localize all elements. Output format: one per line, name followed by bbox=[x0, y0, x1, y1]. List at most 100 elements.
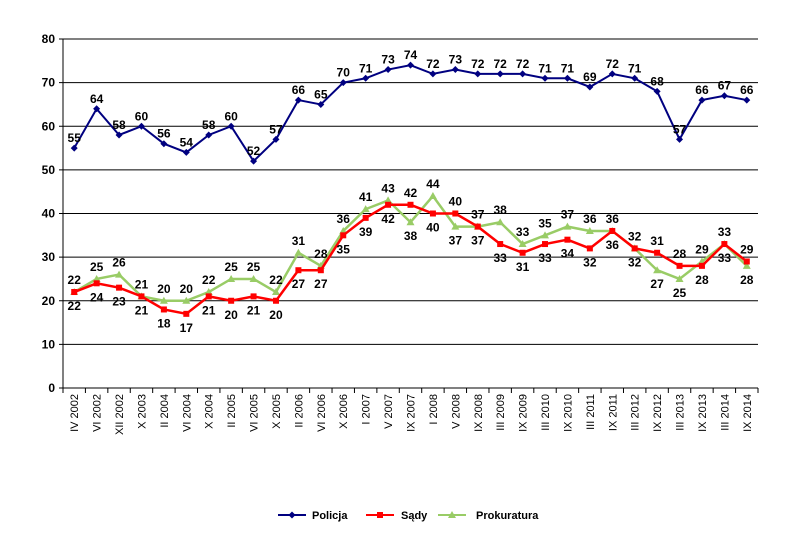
data-label-prokuratura: 27 bbox=[650, 277, 664, 291]
data-label-sady: 18 bbox=[157, 316, 171, 330]
data-label-sady: 28 bbox=[695, 273, 709, 287]
data-point bbox=[542, 241, 549, 248]
data-point bbox=[159, 296, 168, 304]
data-point bbox=[675, 274, 684, 282]
data-label-sady: 35 bbox=[337, 242, 351, 256]
data-label-policja: 74 bbox=[404, 48, 418, 62]
x-tick-label: II 2004 bbox=[159, 394, 171, 428]
x-tick-label: X 2003 bbox=[136, 394, 148, 429]
data-label-policja: 73 bbox=[449, 53, 463, 67]
x-tick-label: IX 2008 bbox=[473, 394, 485, 432]
data-label-prokuratura: 43 bbox=[381, 181, 395, 195]
data-label-sady: 24 bbox=[90, 290, 104, 304]
x-tick-label: X 2004 bbox=[204, 394, 216, 429]
data-point bbox=[93, 105, 101, 113]
data-label-policja: 56 bbox=[157, 127, 171, 141]
data-label-sady: 20 bbox=[224, 308, 238, 322]
data-label-policja: 73 bbox=[381, 53, 395, 67]
data-label-prokuratura: 22 bbox=[269, 273, 283, 287]
x-tick-label: V 2008 bbox=[450, 394, 462, 429]
data-point bbox=[742, 261, 751, 269]
legend-item-Policja: Policja bbox=[278, 510, 348, 522]
y-tick-label: 0 bbox=[48, 381, 55, 395]
data-label-prokuratura: 37 bbox=[471, 208, 485, 222]
data-label-sady: 17 bbox=[180, 321, 194, 335]
data-label-policja: 71 bbox=[628, 61, 642, 75]
data-label-policja: 66 bbox=[695, 83, 709, 97]
data-point bbox=[183, 310, 190, 317]
data-label-sady: 33 bbox=[493, 251, 507, 265]
data-point bbox=[294, 248, 303, 256]
data-label-policja: 69 bbox=[583, 70, 597, 84]
data-point bbox=[294, 96, 302, 104]
y-tick-label: 50 bbox=[42, 163, 56, 177]
data-point bbox=[564, 236, 571, 243]
data-label-sady: 42 bbox=[381, 212, 395, 226]
x-tick-label: II 2005 bbox=[226, 394, 238, 428]
data-point bbox=[518, 240, 527, 248]
x-tick-label: IX 2010 bbox=[562, 394, 574, 432]
data-label-prokuratura: 25 bbox=[90, 260, 104, 274]
data-label-prokuratura: 26 bbox=[112, 256, 126, 270]
data-label-sady: 31 bbox=[516, 260, 530, 274]
data-label-sady: 33 bbox=[538, 251, 552, 265]
data-point bbox=[563, 222, 572, 230]
data-point bbox=[563, 74, 571, 82]
data-point bbox=[295, 267, 302, 274]
data-label-prokuratura: 37 bbox=[449, 234, 463, 248]
data-point bbox=[428, 192, 437, 200]
data-point bbox=[496, 70, 504, 78]
data-label-policja: 66 bbox=[740, 83, 754, 97]
data-label-sady: 36 bbox=[606, 238, 620, 252]
data-point bbox=[92, 274, 101, 282]
data-label-prokuratura: 44 bbox=[426, 177, 440, 191]
data-point bbox=[654, 249, 661, 256]
data-label-prokuratura: 20 bbox=[180, 282, 194, 296]
x-tick-label: IX 2007 bbox=[406, 394, 418, 432]
x-tick-label: IV 2002 bbox=[69, 394, 81, 432]
y-tick-label: 20 bbox=[42, 294, 56, 308]
axes bbox=[62, 39, 758, 389]
y-tick-label: 40 bbox=[42, 207, 56, 221]
x-tick-label: IX 2011 bbox=[607, 394, 619, 431]
x-tick-label: V 2007 bbox=[383, 394, 395, 429]
data-point bbox=[653, 266, 662, 274]
x-tick-label: III 2014 bbox=[719, 394, 731, 431]
data-point bbox=[272, 135, 280, 143]
data-point bbox=[474, 223, 481, 230]
data-point bbox=[250, 293, 257, 300]
data-label-policja: 54 bbox=[180, 135, 194, 149]
data-point bbox=[585, 226, 594, 234]
data-point bbox=[340, 232, 347, 239]
data-label-policja: 57 bbox=[673, 122, 687, 136]
series-line bbox=[73, 194, 748, 302]
data-point bbox=[70, 144, 78, 152]
data-point bbox=[249, 274, 258, 282]
data-label-prokuratura: 38 bbox=[404, 229, 418, 243]
data-point bbox=[377, 512, 383, 518]
data-point bbox=[288, 511, 296, 519]
data-label-policja: 70 bbox=[337, 66, 351, 80]
data-label-policja: 55 bbox=[68, 131, 82, 145]
data-point bbox=[115, 270, 124, 278]
data-label-policja: 68 bbox=[650, 74, 664, 88]
data-label-policja: 57 bbox=[269, 122, 283, 136]
data-label-prokuratura: 22 bbox=[68, 273, 82, 287]
data-point bbox=[497, 241, 504, 248]
data-point bbox=[541, 74, 549, 82]
data-point bbox=[182, 148, 190, 156]
data-point bbox=[631, 245, 638, 252]
data-label-prokuratura: 36 bbox=[583, 212, 597, 226]
series-lines bbox=[70, 61, 751, 317]
data-point bbox=[653, 87, 661, 95]
legend-item-Sądy: Sądy bbox=[366, 510, 428, 522]
data-point bbox=[384, 196, 393, 204]
data-point bbox=[541, 231, 550, 239]
data-label-policja: 58 bbox=[112, 118, 126, 132]
data-point bbox=[721, 241, 728, 248]
data-label-policja: 65 bbox=[314, 87, 328, 101]
data-label-prokuratura: 33 bbox=[718, 225, 732, 239]
x-tick-label: III 2009 bbox=[495, 394, 507, 431]
x-tick-label: X 2006 bbox=[338, 394, 350, 429]
